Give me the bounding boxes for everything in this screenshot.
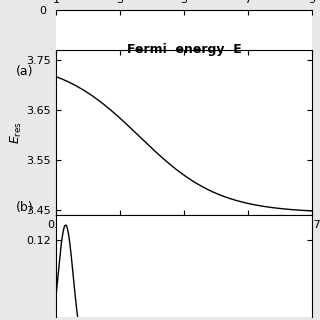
Text: (b): (b) bbox=[16, 201, 34, 214]
X-axis label: Fermi  energy  E: Fermi energy E bbox=[127, 51, 241, 64]
X-axis label: d / w: d / w bbox=[167, 232, 201, 245]
Text: (a): (a) bbox=[16, 65, 34, 78]
Y-axis label: $E_\mathrm{res}$: $E_\mathrm{res}$ bbox=[9, 121, 24, 144]
Text: Fermi  energy  E: Fermi energy E bbox=[127, 43, 241, 56]
